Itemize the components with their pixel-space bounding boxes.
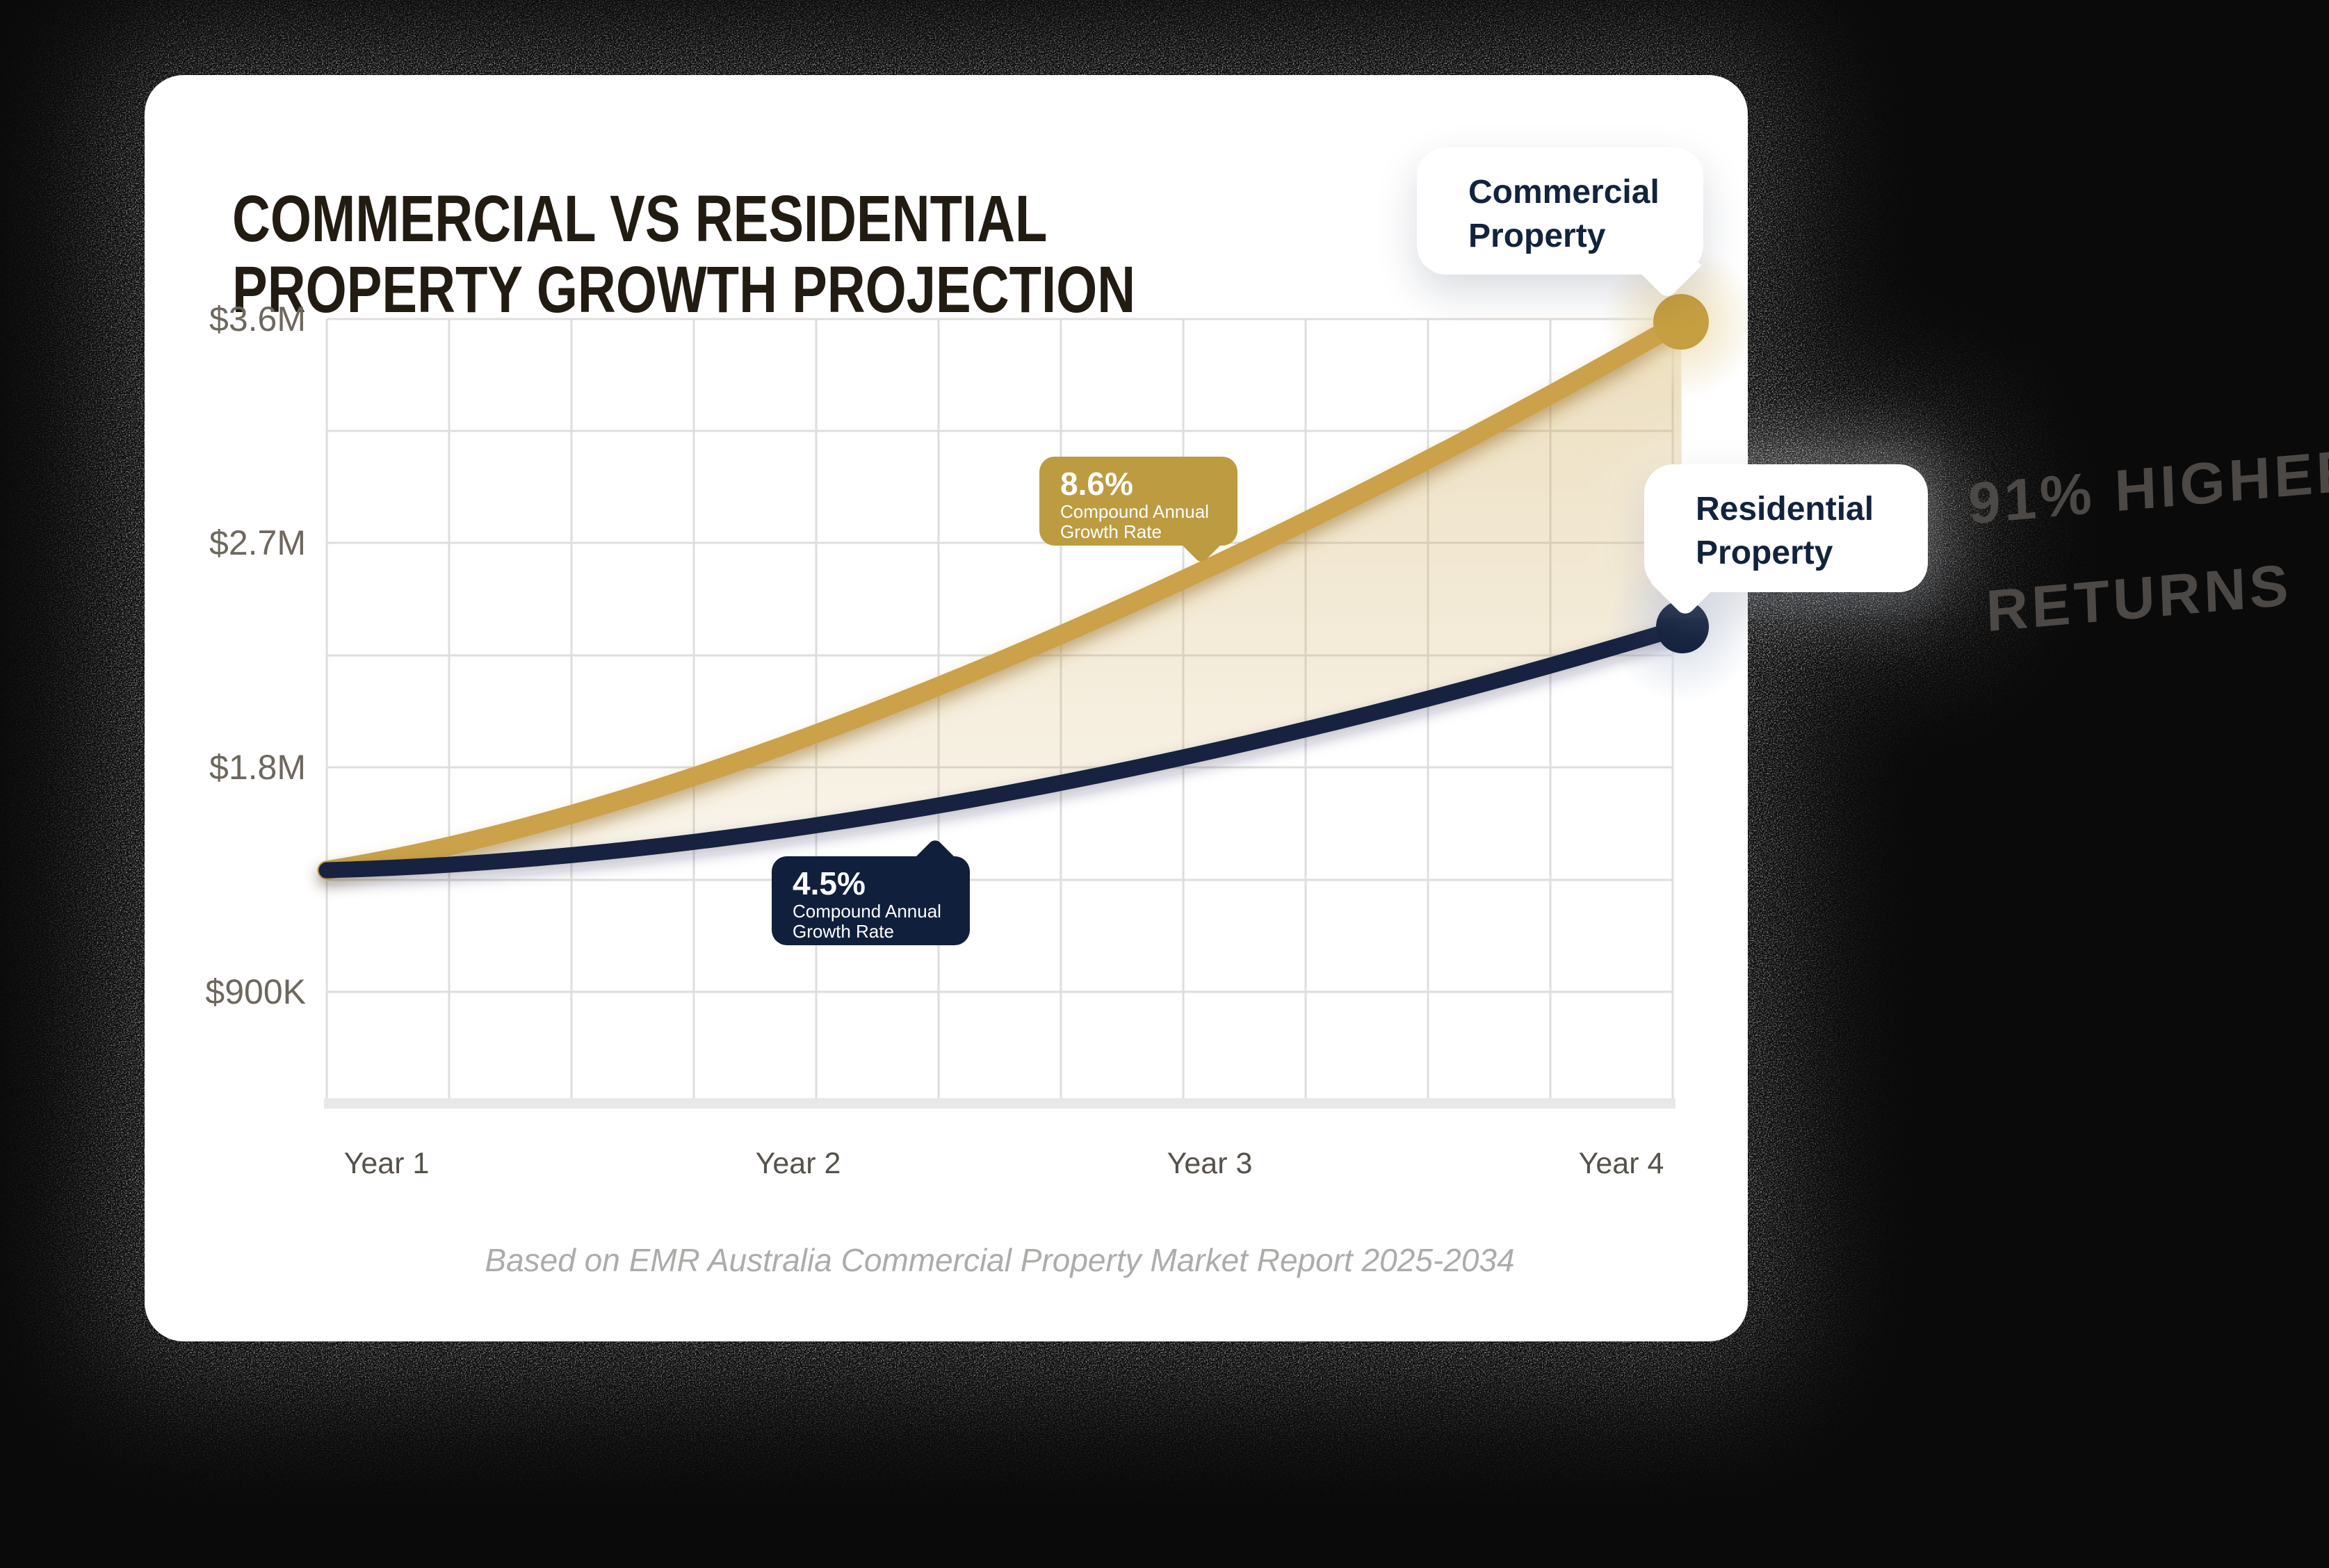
- y-tick-3-6m: $3.6M: [209, 300, 306, 338]
- chart-plot: [317, 244, 1748, 1109]
- residential-label-line1: Residential: [1696, 491, 1874, 528]
- x-tick-year-2: Year 2: [755, 1147, 841, 1180]
- commercial-cagr-caption-line1: Compound Annual: [1060, 501, 1209, 522]
- commercial-cagr-tooltip: 8.6% Compound Annual Growth Rate: [1039, 457, 1237, 564]
- source-note: Based on EMR Australia Commercial Proper…: [485, 1242, 1515, 1278]
- commercial-cagr-caption-line2: Growth Rate: [1060, 521, 1162, 542]
- residential-cagr-rate: 4.5%: [793, 865, 866, 901]
- x-tick-year-1: Year 1: [343, 1147, 430, 1180]
- residential-line: [318, 619, 1691, 879]
- x-tick-year-4: Year 4: [1578, 1147, 1664, 1180]
- chart-title-line2: PROPERTY GROWTH PROJECTION: [232, 253, 1136, 327]
- commercial-cagr-rate: 8.6%: [1060, 466, 1133, 502]
- commercial-series-label: Commercial Property: [1417, 147, 1703, 300]
- residential-cagr-caption-line2: Growth Rate: [793, 921, 894, 942]
- chart-title: COMMERCIAL VS RESIDENTIAL PROPERTY GROWT…: [232, 183, 1135, 325]
- residential-cagr-tooltip: 4.5% Compound Annual Growth Rate: [772, 838, 970, 945]
- residential-endpoint-dot: [1656, 601, 1709, 653]
- commercial-label-line2: Property: [1468, 218, 1606, 254]
- residential-label-line2: Property: [1696, 534, 1833, 571]
- residential-series-label: Residential Property: [1644, 464, 1928, 618]
- chart-card: COMMERCIAL VS RESIDENTIAL PROPERTY GROWT…: [145, 75, 1928, 1341]
- x-tick-year-3: Year 3: [1167, 1147, 1253, 1180]
- area-fill: [327, 322, 1682, 870]
- y-tick-1-8m: $1.8M: [209, 748, 306, 787]
- residential-cagr-caption-line1: Compound Annual: [793, 901, 941, 922]
- y-tick-900k: $900K: [205, 972, 306, 1011]
- commercial-endpoint-dot: [1653, 294, 1709, 350]
- chart-title-line1: COMMERCIAL VS RESIDENTIAL: [232, 182, 1048, 256]
- x-axis-baseline: [324, 1098, 1675, 1109]
- commercial-line: [317, 312, 1691, 880]
- y-tick-2-7m: $2.7M: [209, 523, 306, 562]
- commercial-label-line1: Commercial: [1468, 174, 1659, 211]
